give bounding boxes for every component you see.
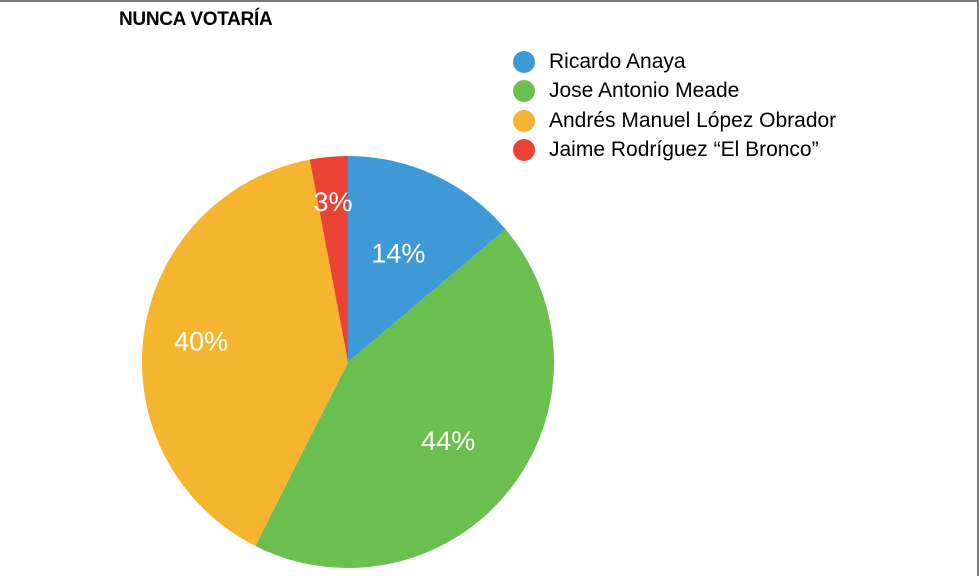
- pie-slice-labels: 14% 44% 40% 3%: [174, 187, 475, 456]
- slice-label-anaya: 14%: [371, 239, 425, 269]
- frame-right-border: [977, 0, 979, 576]
- slice-label-amlo: 40%: [174, 326, 228, 356]
- pie-slices: [142, 156, 555, 568]
- legend-label-meade: Jose Antonio Meade: [549, 79, 740, 103]
- legend-swatch-meade: [513, 80, 535, 103]
- legend-item-amlo: Andrés Manuel López Obrador: [513, 106, 836, 136]
- pie-slice-bronco: [309, 156, 348, 362]
- legend-label-bronco: Jaime Rodríguez “El Bronco”: [549, 138, 819, 162]
- legend-label-amlo: Andrés Manuel López Obrador: [549, 108, 837, 132]
- pie-slice-anaya: [348, 156, 506, 362]
- legend-label-anaya: Ricardo Anaya: [549, 49, 686, 73]
- legend-swatch-anaya: [513, 50, 535, 73]
- slice-label-bronco: 3%: [313, 187, 352, 217]
- legend-item-bronco: Jaime Rodríguez “El Bronco”: [513, 136, 836, 166]
- legend-item-anaya: Ricardo Anaya: [513, 47, 836, 77]
- frame-top-border: [0, 0, 979, 2]
- legend-swatch-bronco: [513, 139, 535, 162]
- legend-swatch-amlo: [513, 109, 535, 132]
- pie-slice-amlo: [142, 159, 348, 546]
- chart-title: NUNCA VOTARÍA: [119, 9, 273, 30]
- pie-slice-meade: [255, 229, 555, 568]
- legend-item-meade: Jose Antonio Meade: [513, 77, 836, 107]
- legend: Ricardo Anaya Jose Antonio Meade Andrés …: [513, 47, 836, 165]
- slice-label-meade: 44%: [421, 426, 475, 456]
